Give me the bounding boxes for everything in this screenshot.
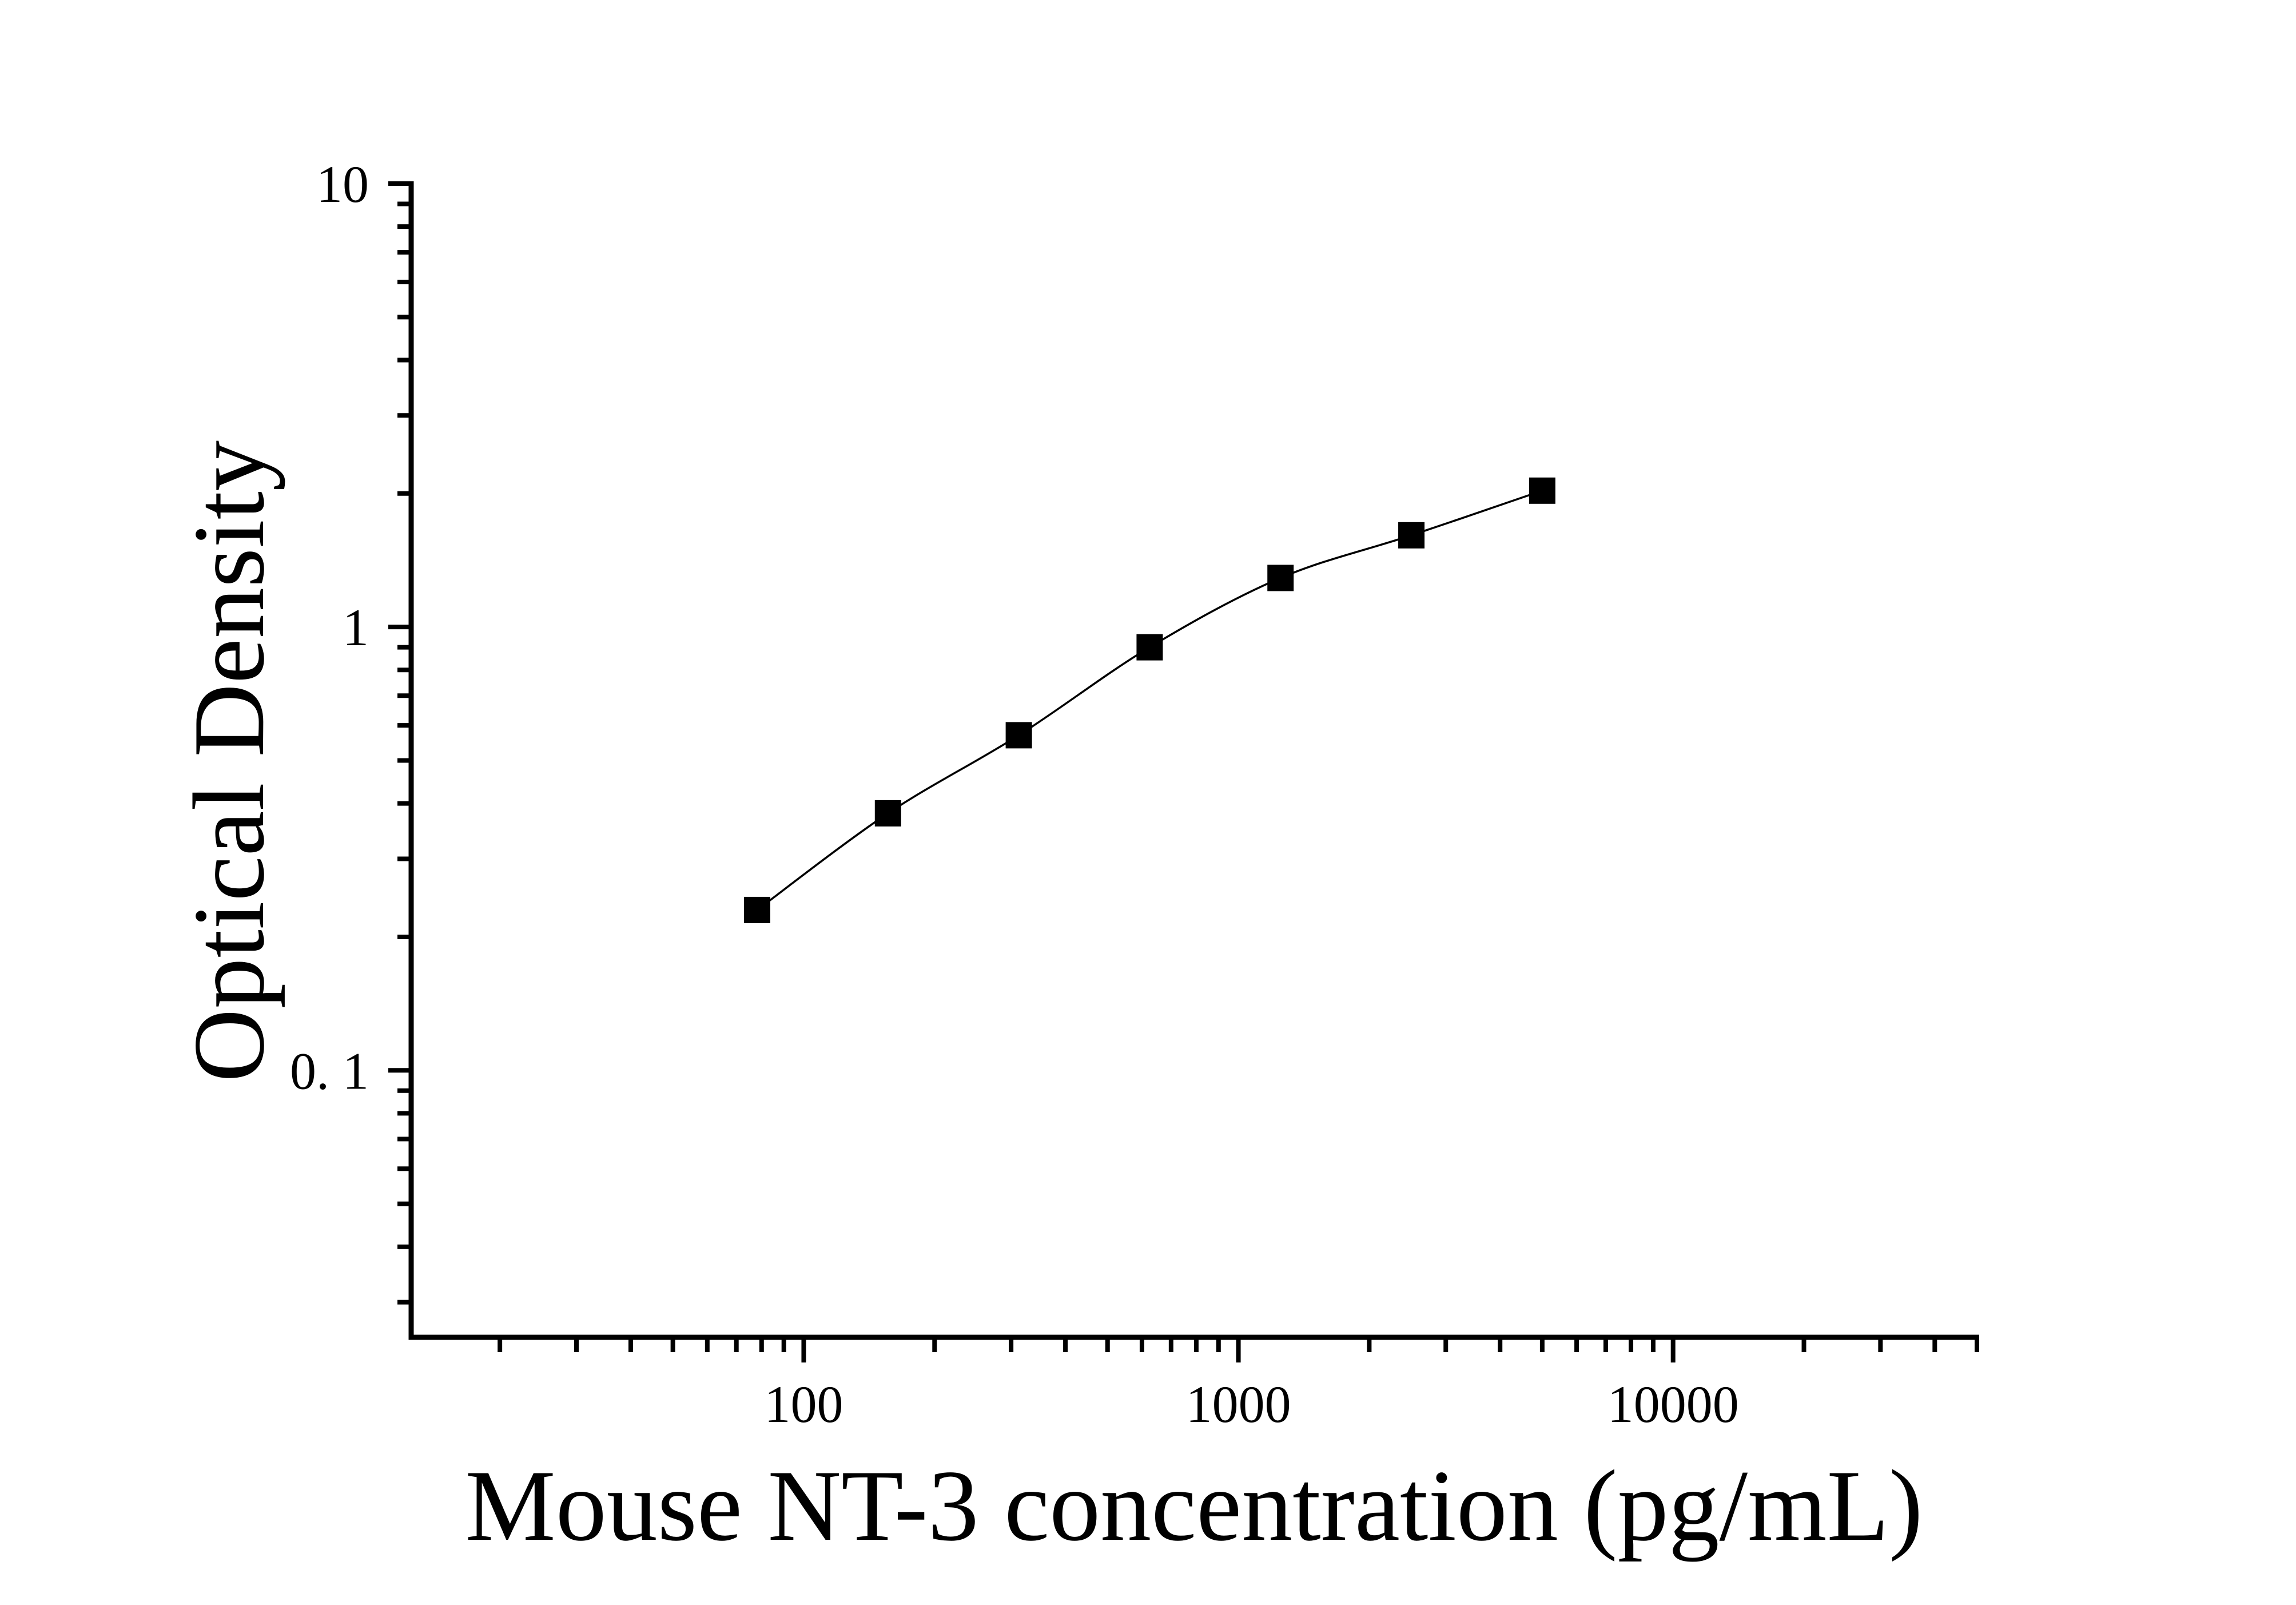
data-point-marker xyxy=(743,896,770,923)
data-point-marker xyxy=(1005,722,1032,749)
standard-curve-line xyxy=(756,490,1543,911)
x-axis-tick-label: 100 xyxy=(764,1375,843,1433)
data-point-marker xyxy=(874,800,901,827)
x-axis-tick-label: 1000 xyxy=(1186,1375,1291,1433)
y-axis-tick-label: 10 xyxy=(316,155,369,213)
data-point-marker xyxy=(1529,477,1555,504)
data-point-marker xyxy=(1267,565,1294,591)
plot-area: 100 1000 10000 10 1 0. 1 xyxy=(290,155,1979,1433)
x-axis-title: Mouse NT-3 concentration (pg/mL) xyxy=(465,1449,1923,1562)
y-axis-title: Optical Density xyxy=(172,440,285,1082)
data-point-marker xyxy=(1398,522,1425,549)
y-axis-tick-label: 1 xyxy=(343,598,369,657)
y-axis-tick-label: 0. 1 xyxy=(290,1042,369,1100)
data-point-marker xyxy=(1136,634,1163,661)
x-axis-tick-label: 10000 xyxy=(1607,1375,1739,1433)
